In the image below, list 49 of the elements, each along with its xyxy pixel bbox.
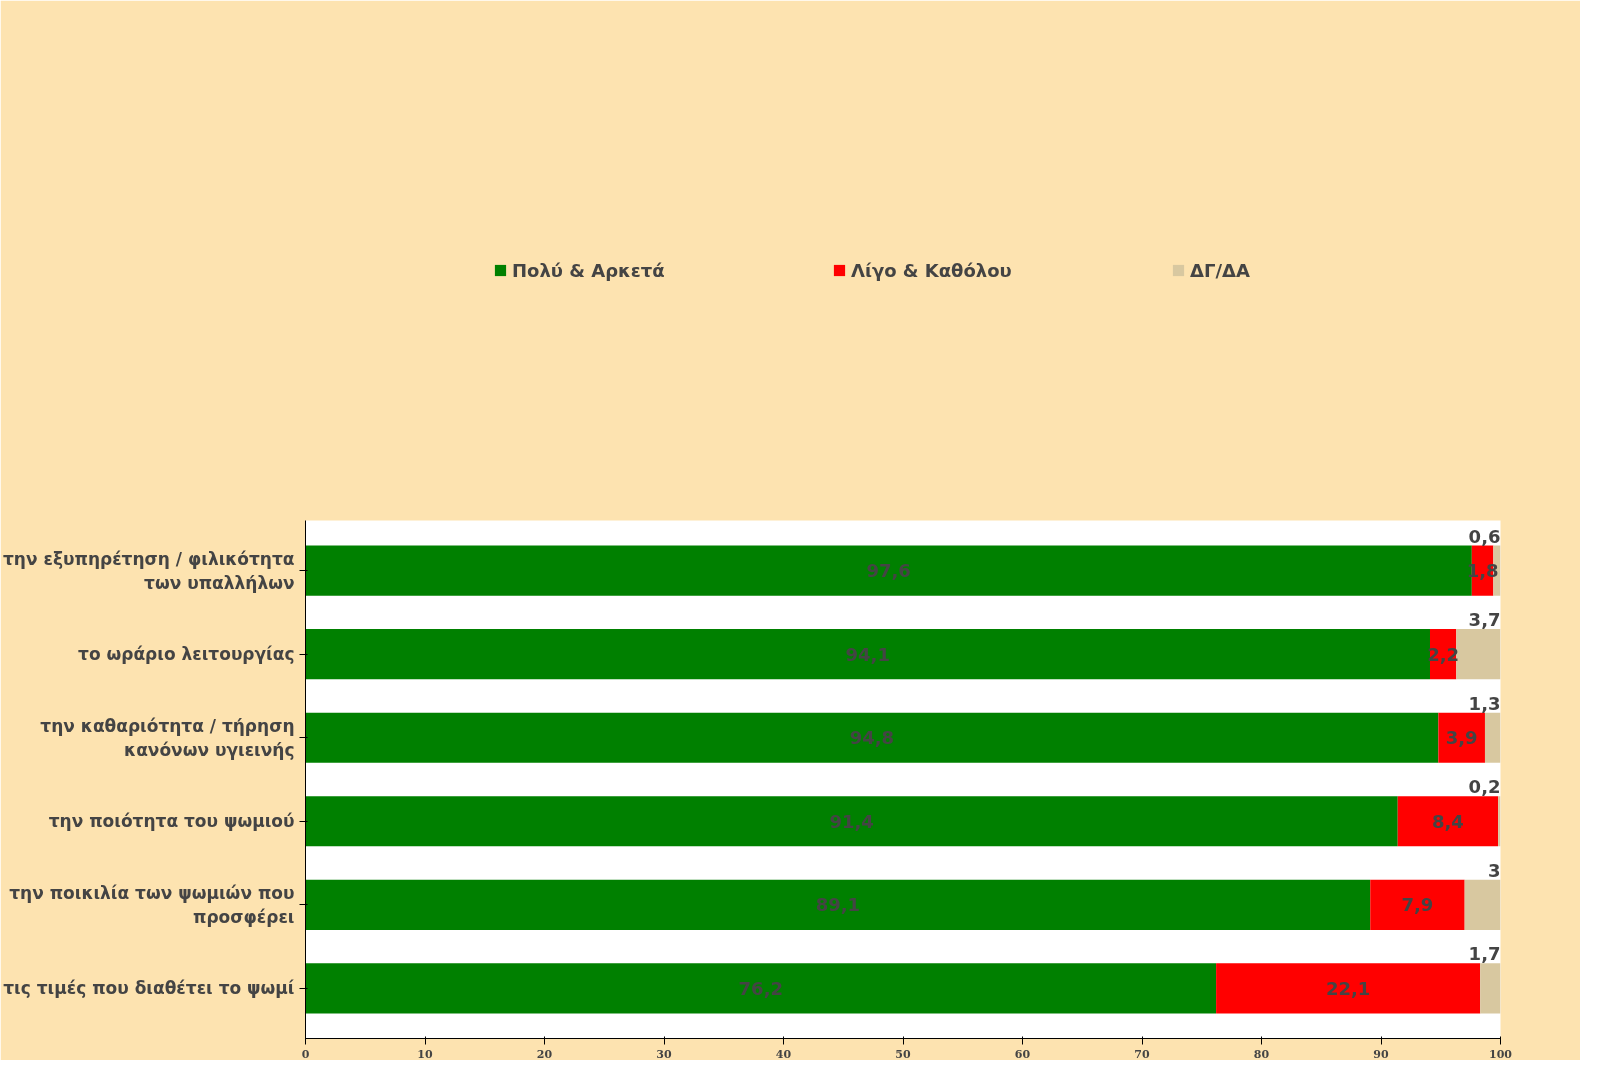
y-tick-label: το ωράριο λειτουργίας	[78, 644, 295, 665]
legend-label: ΔΓ/ΔΑ	[1190, 259, 1251, 281]
data-label: 8,4	[1431, 810, 1464, 832]
data-label: 97,6	[866, 560, 911, 582]
x-tick-label: 80	[1253, 1047, 1270, 1061]
bar	[1397, 796, 1499, 847]
x-tick-label: 70	[1134, 1047, 1150, 1061]
data-label: 1,7	[1468, 943, 1501, 965]
bar	[305, 796, 1398, 847]
bar	[1484, 712, 1501, 763]
data-label: 0,2	[1468, 776, 1501, 798]
data-label: 3,9	[1445, 727, 1478, 749]
data-label: 3,7	[1468, 609, 1501, 631]
y-tick-label: την ποιότητα του ψωμιού	[48, 811, 295, 832]
x-tick-label: 20	[536, 1047, 553, 1061]
data-label: 7,9	[1401, 894, 1434, 916]
bar	[1464, 879, 1501, 930]
x-tick-label: 90	[1373, 1047, 1389, 1061]
bar	[1438, 712, 1485, 763]
data-label: 91,4	[829, 810, 874, 832]
data-label: 0,6	[1468, 525, 1501, 547]
data-label: 76,2	[738, 977, 784, 999]
y-tick-label: τις τιμές που διαθέτει το ψωμί	[3, 978, 295, 999]
bar	[305, 963, 1217, 1014]
x-tick-label: 40	[775, 1047, 792, 1061]
bar	[305, 712, 1439, 763]
data-label: 3	[1487, 859, 1501, 881]
x-tick-label: 50	[895, 1047, 911, 1061]
bar	[305, 629, 1430, 680]
legend-label: Πολύ & Αρκετά	[512, 259, 666, 281]
bar	[1480, 963, 1501, 1014]
x-tick-label: 60	[1014, 1047, 1031, 1061]
x-tick-label: 30	[656, 1047, 672, 1061]
data-label: 22,1	[1325, 977, 1371, 999]
bar	[1456, 629, 1501, 680]
y-tick-label: την ποικιλία των ψωμιών που προσφέρει	[9, 882, 295, 927]
x-tick-label: 10	[417, 1047, 433, 1061]
data-label: 94,1	[845, 643, 890, 665]
bar	[1370, 879, 1465, 930]
bar	[305, 879, 1371, 930]
bar	[1216, 963, 1481, 1014]
x-tick-label: 0	[301, 1047, 310, 1061]
legend-label: Λίγο & Καθόλου	[851, 259, 1013, 281]
data-label: 94,8	[849, 727, 895, 749]
y-tick-label: την καθαριότητα / τήρηση κανόνων υγιεινής	[40, 715, 295, 760]
y-tick-label: την εξυπηρέτηση / φιλικότητα των υπαλλήλων	[3, 548, 295, 593]
x-tick-label: 100	[1489, 1047, 1513, 1061]
data-label: 1,3	[1468, 692, 1501, 714]
data-label: 89,1	[815, 894, 861, 916]
